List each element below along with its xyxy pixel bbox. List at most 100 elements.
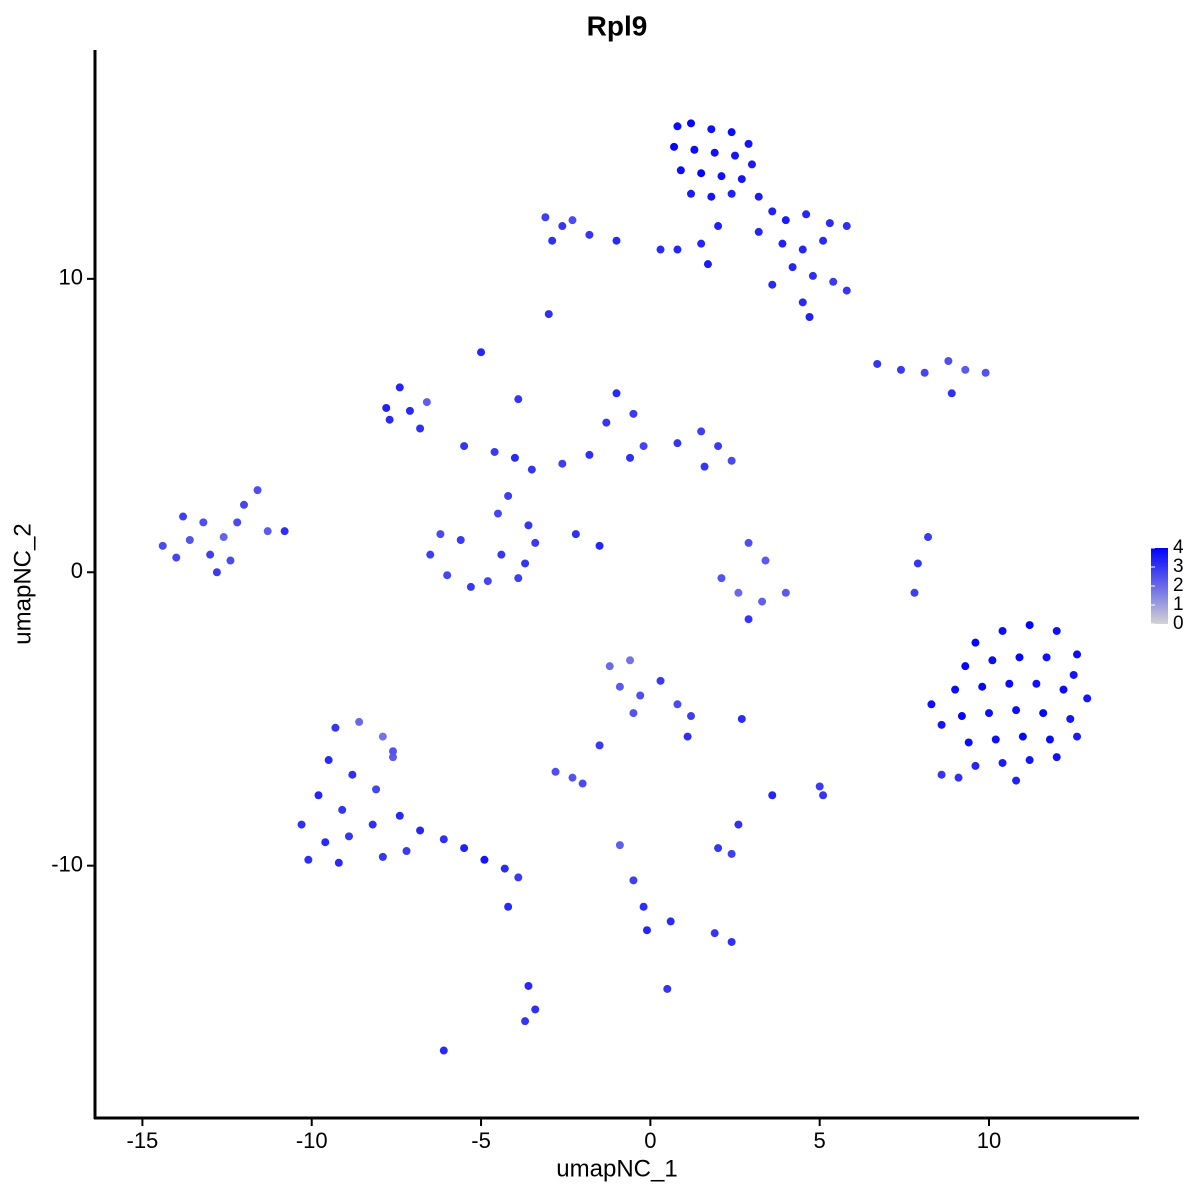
x-tick-label: 10	[977, 1128, 1001, 1153]
point	[595, 741, 604, 750]
x-tick-label: -10	[296, 1128, 328, 1153]
point	[683, 732, 692, 741]
point	[527, 465, 536, 474]
point	[1039, 709, 1048, 718]
point	[781, 588, 790, 597]
x-tick-label: 5	[814, 1128, 826, 1153]
point	[490, 447, 499, 456]
point	[629, 709, 638, 718]
point	[497, 550, 506, 559]
point	[1018, 732, 1027, 741]
point	[663, 984, 672, 993]
point	[842, 222, 851, 231]
point	[558, 222, 567, 231]
point	[1066, 714, 1075, 723]
point	[531, 1005, 540, 1014]
point	[1073, 732, 1082, 741]
point	[324, 756, 333, 765]
point	[913, 559, 922, 568]
point	[378, 732, 387, 741]
point	[768, 791, 777, 800]
point	[673, 439, 682, 448]
point	[781, 216, 790, 225]
y-axis-label: umapNC_2	[9, 523, 36, 644]
point	[233, 518, 242, 527]
point	[304, 855, 313, 864]
point	[768, 280, 777, 289]
y-tick-label: 10	[59, 265, 83, 290]
point	[964, 738, 973, 747]
point	[212, 568, 221, 577]
point	[985, 709, 993, 718]
point	[422, 398, 431, 407]
point	[954, 773, 963, 782]
point	[734, 820, 743, 829]
point	[1025, 621, 1034, 630]
point	[395, 811, 404, 820]
point	[642, 926, 651, 935]
point	[998, 758, 1007, 767]
point	[548, 236, 557, 245]
point	[673, 245, 682, 254]
point	[382, 403, 391, 412]
point	[714, 222, 723, 231]
point	[798, 298, 807, 307]
point	[819, 236, 828, 245]
colorbar	[1151, 548, 1168, 624]
point	[405, 406, 414, 415]
point	[920, 368, 929, 377]
point	[544, 310, 553, 319]
point	[344, 832, 353, 841]
point	[605, 662, 614, 671]
point	[504, 491, 513, 500]
point	[1069, 670, 1078, 679]
point	[297, 820, 306, 829]
point	[416, 826, 425, 835]
point	[937, 720, 946, 729]
point	[514, 574, 523, 583]
point	[714, 442, 723, 451]
point	[612, 389, 621, 398]
point	[321, 838, 330, 847]
point	[585, 450, 594, 459]
point	[778, 239, 787, 248]
point	[714, 844, 723, 853]
point	[710, 929, 719, 938]
point	[768, 207, 777, 216]
point	[798, 245, 807, 254]
point	[460, 442, 469, 451]
point	[331, 723, 340, 732]
point	[615, 841, 624, 850]
point	[788, 263, 797, 272]
point	[734, 588, 743, 597]
point	[615, 682, 624, 691]
point	[1005, 679, 1014, 688]
x-tick-label: -15	[127, 1128, 159, 1153]
point	[1083, 694, 1092, 703]
point	[514, 395, 523, 404]
point	[727, 189, 736, 198]
point	[829, 277, 838, 286]
point	[744, 538, 753, 547]
point	[754, 227, 763, 236]
point	[951, 685, 960, 694]
point	[971, 761, 980, 770]
point	[253, 486, 262, 495]
point	[744, 139, 753, 148]
point	[971, 638, 980, 647]
point	[355, 717, 364, 726]
points	[158, 119, 1092, 1055]
point	[687, 712, 695, 721]
point	[1059, 685, 1068, 694]
point	[585, 230, 594, 239]
point	[504, 902, 513, 911]
point	[439, 835, 448, 844]
point	[439, 1046, 448, 1055]
point	[372, 785, 381, 794]
point	[578, 779, 587, 788]
point	[1073, 650, 1082, 659]
point	[1012, 706, 1021, 715]
point	[514, 873, 523, 882]
point	[873, 359, 882, 368]
point	[172, 553, 181, 562]
